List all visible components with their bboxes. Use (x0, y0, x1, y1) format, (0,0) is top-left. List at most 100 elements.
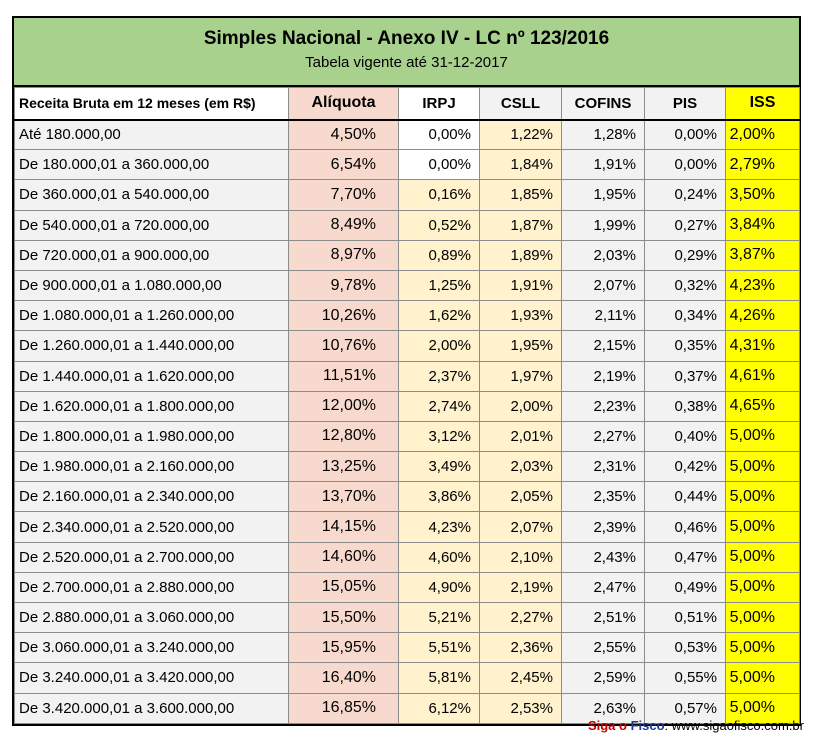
header-receita: Receita Bruta em 12 meses (em R$) (14, 87, 289, 121)
cell-cofins: 2,23% (561, 390, 645, 422)
table-row: De 540.000,01 a 720.000,00 8,49% 0,52% 1,87… (14, 209, 800, 241)
cell-iss: 5,00% (725, 692, 800, 724)
table-row: De 2.160.000,01 a 2.340.000,00 13,70% 3,86… (14, 481, 800, 513)
cell-receita: De 1.980.000,01 a 2.160.000,00 (14, 451, 289, 483)
cell-cofins: 2,07% (561, 269, 645, 302)
cell-pis: 0,55% (644, 662, 726, 694)
cell-receita: De 900.000,01 a 1.080.000,00 (14, 269, 289, 302)
cell-aliquota: 15,50% (288, 601, 399, 634)
cell-iss: 4,26% (725, 300, 800, 332)
cell-csll: 1,93% (479, 300, 562, 332)
cell-receita: De 2.160.000,01 a 2.340.000,00 (14, 481, 289, 513)
cell-csll: 1,84% (479, 149, 562, 181)
cell-receita: De 720.000,01 a 900.000,00 (14, 239, 289, 271)
cell-csll: 2,45% (479, 662, 562, 694)
table-row: De 2.700.000,01 a 2.880.000,00 15,05% 4,90… (14, 571, 800, 604)
cell-irpj: 1,25% (398, 269, 480, 302)
cell-irpj: 3,49% (398, 451, 480, 483)
cell-csll: 2,05% (479, 481, 562, 513)
cell-irpj: 2,37% (398, 360, 480, 392)
cell-aliquota: 12,00% (288, 390, 399, 422)
cell-irpj: 6,12% (398, 692, 480, 724)
cell-pis: 0,53% (644, 632, 726, 664)
cell-iss: 3,50% (725, 179, 800, 211)
cell-aliquota: 16,40% (288, 662, 399, 694)
cell-iss: 5,00% (725, 662, 800, 694)
cell-receita: De 3.240.000,01 a 3.420.000,00 (14, 662, 289, 694)
cell-csll: 1,87% (479, 209, 562, 241)
table-title-box: Simples Nacional - Anexo IV - LC nº 123/… (14, 18, 799, 87)
cell-aliquota: 4,50% (288, 118, 399, 151)
cell-pis: 0,35% (644, 330, 726, 362)
cell-cofins: 1,95% (561, 179, 645, 211)
cell-csll: 1,22% (479, 118, 562, 151)
cell-aliquota: 8,49% (288, 209, 399, 241)
header-csll: CSLL (479, 87, 562, 121)
header-aliquota: Alíquota (288, 87, 399, 121)
cell-csll: 2,19% (479, 571, 562, 604)
cell-csll: 1,97% (479, 360, 562, 392)
cell-aliquota: 9,78% (288, 269, 399, 302)
table-row: De 3.420.000,01 a 3.600.000,00 16,85% 6,12… (14, 692, 800, 724)
cell-cofins: 2,31% (561, 451, 645, 483)
cell-aliquota: 12,80% (288, 420, 399, 453)
cell-irpj: 3,86% (398, 481, 480, 513)
cell-cofins: 2,59% (561, 662, 645, 694)
cell-aliquota: 14,15% (288, 511, 399, 543)
cell-iss: 2,79% (725, 149, 800, 181)
cell-aliquota: 7,70% (288, 179, 399, 211)
cell-iss: 5,00% (725, 420, 800, 453)
table-row: De 2.880.000,01 a 3.060.000,00 15,50% 5,21… (14, 601, 800, 634)
cell-csll: 2,00% (479, 390, 562, 422)
cell-csll: 2,07% (479, 511, 562, 543)
table-header-row: Receita Bruta em 12 meses (em R$) Alíquo… (14, 87, 800, 121)
cell-cofins: 2,03% (561, 239, 645, 271)
cell-cofins: 2,43% (561, 541, 645, 573)
cell-aliquota: 10,26% (288, 300, 399, 332)
table-row: De 1.980.000,01 a 2.160.000,00 13,25% 3,49… (14, 451, 800, 483)
cell-aliquota: 6,54% (288, 149, 399, 181)
header-pis: PIS (644, 87, 726, 121)
table-row: De 1.800.000,01 a 1.980.000,00 12,80% 3,12… (14, 420, 800, 453)
cell-csll: 2,01% (479, 420, 562, 453)
cell-pis: 0,49% (644, 571, 726, 604)
cell-cofins: 2,15% (561, 330, 645, 362)
cell-aliquota: 8,97% (288, 239, 399, 271)
cell-receita: De 2.700.000,01 a 2.880.000,00 (14, 571, 289, 604)
table-row: De 2.340.000,01 a 2.520.000,00 14,15% 4,23… (14, 511, 800, 543)
cell-cofins: 1,99% (561, 209, 645, 241)
table-row: De 2.520.000,01 a 2.700.000,00 14,60% 4,60… (14, 541, 800, 573)
cell-pis: 0,38% (644, 390, 726, 422)
header-iss: ISS (725, 87, 800, 121)
cell-pis: 0,29% (644, 239, 726, 271)
cell-iss: 4,23% (725, 269, 800, 302)
cell-iss: 5,00% (725, 451, 800, 483)
cell-receita: De 3.060.000,01 a 3.240.000,00 (14, 632, 289, 664)
table-row: De 1.620.000,01 a 1.800.000,00 12,00% 2,74… (14, 390, 800, 422)
cell-aliquota: 13,25% (288, 451, 399, 483)
cell-csll: 2,27% (479, 601, 562, 634)
cell-irpj: 0,52% (398, 209, 480, 241)
cell-iss: 2,00% (725, 118, 800, 151)
table-row: De 1.080.000,01 a 1.260.000,00 10,26% 1,62… (14, 300, 800, 332)
cell-irpj: 4,90% (398, 571, 480, 604)
cell-irpj: 4,23% (398, 511, 480, 543)
cell-iss: 3,84% (725, 209, 800, 241)
footer-url: www.sigaofisco.com.br (668, 718, 804, 733)
table-row: De 3.060.000,01 a 3.240.000,00 15,95% 5,51… (14, 632, 800, 664)
table-row: De 1.440.000,01 a 1.620.000,00 11,51% 2,37… (14, 360, 800, 392)
cell-cofins: 2,47% (561, 571, 645, 604)
header-irpj: IRPJ (398, 87, 480, 121)
cell-cofins: 1,28% (561, 118, 645, 151)
cell-pis: 0,51% (644, 601, 726, 634)
cell-receita: De 180.000,01 a 360.000,00 (14, 149, 289, 181)
cell-csll: 2,53% (479, 692, 562, 724)
cell-iss: 4,65% (725, 390, 800, 422)
table-row: Até 180.000,00 4,50% 0,00% 1,22% 1,28% 0,00% 2… (14, 118, 800, 151)
cell-iss: 5,00% (725, 541, 800, 573)
cell-receita: De 540.000,01 a 720.000,00 (14, 209, 289, 241)
cell-csll: 2,10% (479, 541, 562, 573)
cell-cofins: 1,91% (561, 149, 645, 181)
cell-pis: 0,37% (644, 360, 726, 392)
cell-pis: 0,00% (644, 118, 726, 151)
